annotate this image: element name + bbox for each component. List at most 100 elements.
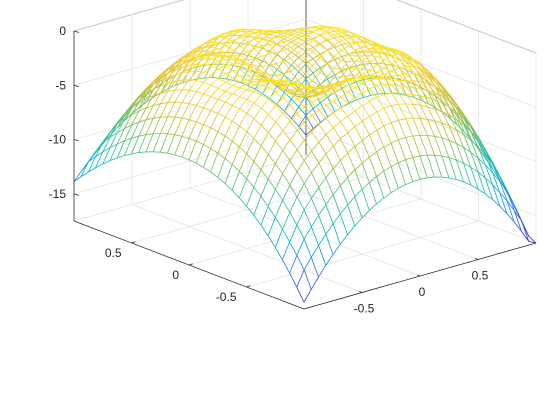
mesh-edge <box>232 36 241 42</box>
mesh-edge <box>383 171 392 193</box>
mesh-edge <box>275 121 284 131</box>
mesh-edge <box>376 176 385 199</box>
mesh-edge <box>312 102 321 110</box>
mesh-edge <box>347 177 356 197</box>
mesh-edge <box>296 209 305 226</box>
mesh-edge <box>362 51 371 57</box>
mesh-edge <box>341 30 350 36</box>
mesh-edge <box>239 83 248 89</box>
mesh-edge <box>332 244 341 255</box>
mesh-edge <box>420 117 428 120</box>
mesh-edge <box>283 41 292 48</box>
mesh-edge <box>195 107 204 123</box>
mesh-edge <box>326 67 335 78</box>
mesh-edge <box>282 200 291 213</box>
mesh-edge <box>232 40 241 47</box>
mesh-edge <box>326 44 335 51</box>
mesh-edge <box>240 58 248 61</box>
mesh-edge <box>376 78 385 85</box>
mesh-edge <box>361 140 370 158</box>
mesh-edge <box>174 89 183 103</box>
mesh-edge <box>319 38 328 45</box>
mesh-edge <box>521 220 530 242</box>
mesh-edge <box>217 177 226 184</box>
mesh-edge <box>420 95 428 99</box>
mesh-edge <box>116 113 125 125</box>
mesh-edge <box>131 102 140 115</box>
y-tick-label: -0.5 <box>216 290 237 304</box>
mesh-edge <box>355 68 364 76</box>
mesh-edge <box>283 47 291 51</box>
mesh-edge <box>182 53 190 59</box>
mesh-edge <box>174 72 183 82</box>
mesh-edge <box>354 82 363 88</box>
mesh-edge <box>355 51 364 57</box>
mesh-edge <box>448 125 457 144</box>
mesh-edge <box>303 198 312 211</box>
mesh-edge <box>276 37 284 43</box>
mesh-edge <box>384 63 392 69</box>
mesh-edge <box>303 226 312 240</box>
mesh-edge <box>276 50 284 53</box>
mesh-edge <box>203 96 212 108</box>
mesh-edge <box>390 92 399 105</box>
mesh-edge <box>399 93 407 96</box>
mesh-edge <box>391 53 400 56</box>
mesh-edge <box>196 104 204 109</box>
mesh-edge <box>260 124 269 133</box>
mesh-edge <box>463 118 472 133</box>
mesh-edge <box>225 85 233 92</box>
mesh-edge <box>355 81 364 98</box>
mesh-edge <box>298 28 306 31</box>
mesh-edge <box>261 71 270 76</box>
mesh-edge <box>362 43 371 48</box>
mesh-edge <box>269 31 277 34</box>
mesh-edge <box>448 177 457 180</box>
mesh-edge <box>73 171 82 182</box>
mesh-edge <box>398 85 407 94</box>
mesh-edge <box>254 32 263 39</box>
mesh-edge <box>153 80 161 90</box>
mesh-edge <box>326 77 335 87</box>
mesh-edge <box>268 63 277 66</box>
mesh-edge <box>376 146 385 153</box>
mesh-edge <box>296 113 305 123</box>
mesh-edge <box>246 69 255 76</box>
mesh-edge <box>246 153 255 162</box>
mesh-edge <box>325 168 334 179</box>
mesh-edge <box>332 127 341 140</box>
mesh-edge <box>318 153 327 164</box>
mesh-edge <box>448 114 457 131</box>
mesh-edge <box>282 150 291 161</box>
mesh-edge <box>304 65 313 75</box>
mesh-edge <box>325 234 334 255</box>
mesh-edge <box>305 26 313 28</box>
mesh-edge <box>102 160 111 165</box>
mesh-edge <box>383 122 392 127</box>
mesh-edge <box>160 90 168 94</box>
mesh-edge <box>361 105 370 117</box>
mesh-edge <box>298 31 306 36</box>
mesh-edge <box>239 153 247 172</box>
mesh-edge <box>246 83 255 85</box>
mesh-edge <box>348 35 357 43</box>
mesh-edge <box>347 84 356 88</box>
mesh-edge <box>340 152 349 161</box>
mesh-edge <box>326 95 334 102</box>
mesh-edge <box>347 225 356 236</box>
mesh-edge <box>305 128 314 136</box>
mesh-edge <box>383 142 392 148</box>
mesh-edge <box>225 33 234 39</box>
mesh-edge <box>370 40 378 45</box>
mesh-edge <box>305 38 313 43</box>
mesh-edge <box>361 121 370 136</box>
mesh-edge <box>131 152 139 155</box>
mesh-edge <box>513 221 522 232</box>
mesh-edge <box>398 67 407 75</box>
mesh-edge <box>369 134 377 152</box>
mesh-edge <box>492 184 501 193</box>
mesh-edge <box>276 43 285 48</box>
mesh-edge <box>341 44 350 55</box>
mesh-edge <box>376 125 385 131</box>
mesh-edge <box>182 65 190 69</box>
